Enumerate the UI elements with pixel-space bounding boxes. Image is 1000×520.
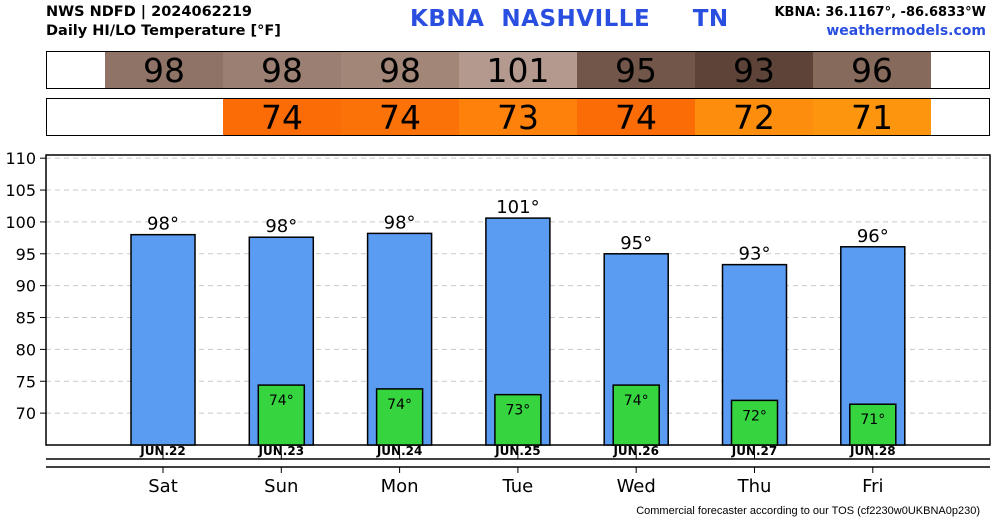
header-info: NWS NDFD | 2024062219 Daily HI/LO Temper…: [46, 3, 281, 41]
high-temp-label: 101°: [496, 197, 539, 218]
date-tick-label: JUN.27: [731, 444, 778, 458]
day-tick-label: Tue: [502, 476, 534, 497]
high-temperature-strip: 98 98 98 101 95 93 96: [46, 51, 990, 90]
high-temp-cell: 98: [223, 51, 341, 90]
low-temp-cell: 74: [577, 98, 695, 137]
low-temp-label: 74°: [624, 393, 649, 409]
date-tick-label: JUN.23: [258, 444, 305, 458]
date-tick-label: JUN.25: [494, 444, 541, 458]
low-temp-bar: [257, 384, 306, 446]
y-tick-label: 80: [16, 340, 36, 359]
high-temp-label: 95°: [620, 233, 652, 254]
chart-title: Daily HI/LO Temperature [°F]: [46, 23, 281, 39]
low-temp-bar: [849, 403, 897, 446]
high-temp-cell: 98: [341, 51, 459, 90]
low-temp-label: 74°: [387, 397, 412, 413]
day-tick-label: Sun: [264, 476, 298, 497]
high-temp-cell: 96: [813, 51, 931, 90]
station-title: KBNA NASHVILLE TN: [410, 6, 729, 32]
site-link[interactable]: weathermodels.com: [826, 23, 986, 39]
day-tick-label: Mon: [381, 476, 419, 497]
low-temp-bar: [730, 399, 779, 446]
temperature-chart: 70 75 80 85 90 95 100 105 110 98° 98° 98° 101° 95° 93°…: [5, 149, 991, 497]
low-temp-cell: 71: [813, 98, 931, 137]
high-temp-label: 98°: [147, 214, 179, 235]
footer-note: Commercial forecaster according to our T…: [636, 505, 980, 517]
y-tick-label: 85: [16, 309, 36, 328]
date-tick-label: JUN.28: [849, 444, 896, 458]
high-temp-label: 98°: [265, 216, 297, 237]
y-tick-label: 75: [16, 372, 36, 391]
y-tick-label: 100: [5, 213, 36, 232]
product-label: NWS NDFD | 2024062219: [46, 4, 253, 20]
low-temp-label: 73°: [505, 403, 530, 419]
y-tick-label: 110: [5, 149, 36, 168]
day-tick-label: Sat: [148, 476, 178, 497]
date-tick-label: JUN.26: [612, 444, 659, 458]
date-tick-label: JUN.24: [376, 444, 423, 458]
date-tick-label: JUN.22: [139, 444, 186, 458]
high-temp-cell: 98: [105, 51, 223, 90]
high-temp-cell: 95: [577, 51, 695, 90]
high-temp-label: 93°: [739, 244, 771, 265]
day-tick-label: Fri: [862, 476, 883, 497]
high-temp-label: 98°: [384, 212, 416, 233]
low-temp-cell: 73: [459, 98, 577, 137]
low-temp-label: 72°: [742, 408, 767, 424]
high-temp-cell: 93: [695, 51, 813, 90]
day-tick-label: Thu: [737, 476, 772, 497]
y-tick-label: 70: [16, 404, 36, 423]
low-temp-bar: [494, 393, 542, 446]
low-temp-cell: 74: [341, 98, 459, 137]
low-temp-cell: 72: [695, 98, 813, 137]
day-tick-label: Wed: [617, 476, 656, 497]
y-tick-label: 105: [5, 181, 36, 200]
high-temp-cell: 101: [459, 51, 577, 90]
y-tick-label: 95: [16, 245, 36, 264]
low-temp-label: 71°: [860, 412, 885, 428]
low-temp-bar: [375, 388, 424, 446]
low-temp-bar: [612, 384, 660, 446]
high-temp-label: 96°: [857, 226, 889, 247]
low-temperature-strip: 74 74 73 74 72 71: [46, 98, 990, 137]
y-tick-label: 90: [16, 277, 36, 296]
low-temp-label: 74°: [269, 393, 294, 409]
high-temp-bar: [130, 233, 196, 446]
low-temp-cell: 74: [223, 98, 341, 137]
station-coordinates: KBNA: 36.1167°, -86.6833°W: [774, 5, 986, 20]
